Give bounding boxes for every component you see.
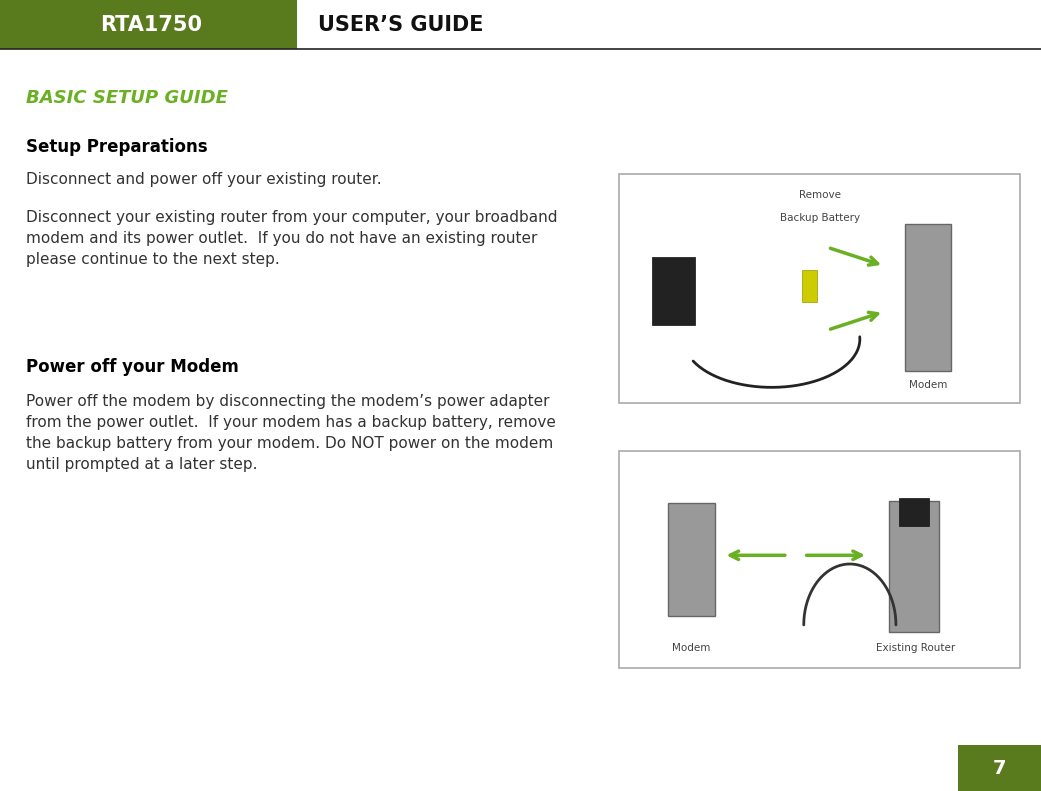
FancyBboxPatch shape xyxy=(619,174,1020,403)
FancyBboxPatch shape xyxy=(653,256,694,326)
FancyBboxPatch shape xyxy=(297,0,1041,49)
FancyBboxPatch shape xyxy=(802,271,817,302)
Text: BASIC SETUP GUIDE: BASIC SETUP GUIDE xyxy=(26,89,228,107)
FancyBboxPatch shape xyxy=(898,498,930,526)
Text: Remove: Remove xyxy=(798,190,841,200)
FancyBboxPatch shape xyxy=(0,0,1041,49)
Text: Modem: Modem xyxy=(672,643,711,653)
FancyBboxPatch shape xyxy=(668,503,715,616)
Text: RTA1750: RTA1750 xyxy=(100,14,202,35)
Text: Backup Battery: Backup Battery xyxy=(780,213,860,223)
Text: Power off your Modem: Power off your Modem xyxy=(26,358,238,376)
FancyBboxPatch shape xyxy=(958,745,1041,791)
FancyBboxPatch shape xyxy=(905,225,951,372)
Text: Disconnect your existing router from your computer, your broadband
modem and its: Disconnect your existing router from you… xyxy=(26,210,558,267)
Text: Power off the modem by disconnecting the modem’s power adapter
from the power ou: Power off the modem by disconnecting the… xyxy=(26,394,556,472)
Text: Setup Preparations: Setup Preparations xyxy=(26,138,207,157)
Text: Disconnect and power off your existing router.: Disconnect and power off your existing r… xyxy=(26,172,382,187)
FancyBboxPatch shape xyxy=(619,451,1020,668)
Text: Existing Router: Existing Router xyxy=(877,643,956,653)
FancyBboxPatch shape xyxy=(889,501,939,631)
Text: 7: 7 xyxy=(993,759,1006,778)
Text: Modem: Modem xyxy=(909,380,947,390)
Text: USER’S GUIDE: USER’S GUIDE xyxy=(318,14,483,35)
